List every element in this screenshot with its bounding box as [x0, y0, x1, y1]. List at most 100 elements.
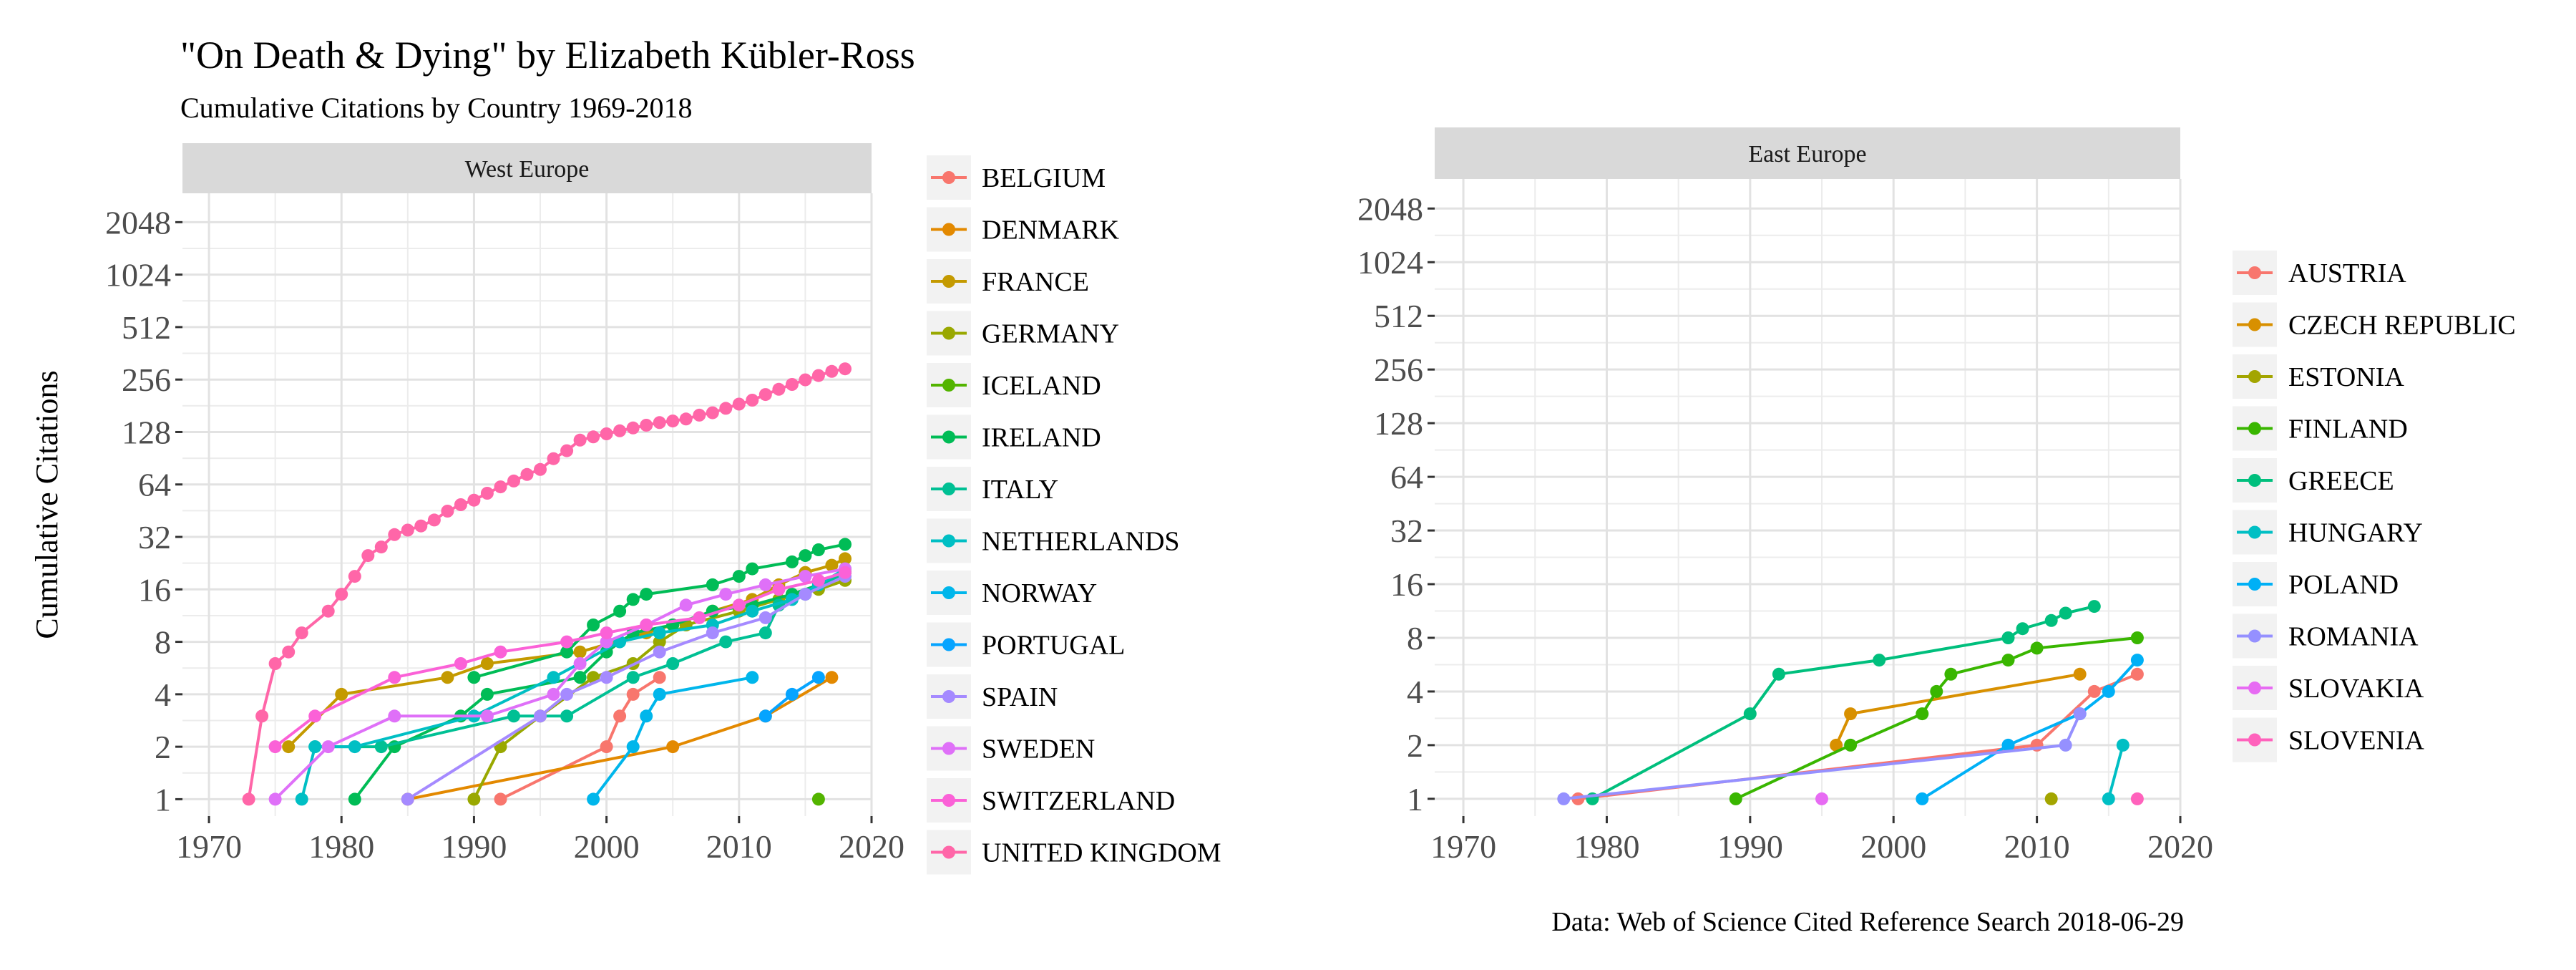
series-netherlands-point [746, 604, 759, 618]
legend-key-point [942, 742, 955, 755]
legend: AUSTRIA CZECH REPUBLIC ESTONIA FINLAND GREEC… [2233, 251, 2516, 762]
series-switzerland-point [454, 657, 467, 670]
legend-key-point [2248, 474, 2261, 487]
series-romania-point [2073, 707, 2087, 721]
legend-item: FINLAND [2233, 406, 2408, 451]
series-hungary [2102, 738, 2129, 805]
series-ireland-point [746, 562, 759, 576]
legend-item: GERMANY [927, 311, 1119, 356]
legend-key-point [2248, 422, 2261, 435]
x-tick-label: 1990 [1717, 828, 1783, 865]
series-belgium-point [653, 671, 666, 684]
series-france-point [480, 657, 494, 670]
series-switzerland-point [388, 671, 401, 684]
legend-label: SLOVAKIA [2288, 674, 2424, 704]
series-ireland-point [839, 538, 852, 551]
series-united-kingdom-point [825, 364, 839, 378]
legend-key-point [942, 482, 955, 495]
y-tick-label: 64 [138, 467, 171, 503]
legend-key-point [942, 430, 955, 444]
series-sweden-point [480, 709, 494, 723]
legend-key-point [2248, 525, 2261, 539]
series-spain-point [799, 588, 812, 601]
chart-title: "On Death & Dying" by Elizabeth Kübler-R… [180, 34, 915, 77]
series-united-kingdom-point [255, 709, 269, 723]
legend-item: BELGIUM [927, 155, 1106, 200]
series-group [242, 362, 852, 806]
legend-label: NETHERLANDS [982, 527, 1180, 557]
series-united-kingdom-point [388, 528, 401, 541]
legend-label: CZECH REPUBLIC [2288, 311, 2516, 341]
series-united-kingdom-point [613, 424, 627, 437]
series-united-kingdom-point [732, 397, 746, 411]
series-france-point [335, 687, 348, 701]
series-united-kingdom-point [401, 523, 414, 537]
legend-key-point [942, 534, 955, 548]
series-sweden-point [388, 709, 401, 723]
series-united-kingdom-point [587, 430, 600, 444]
series-switzerland-point [640, 619, 653, 631]
series-united-kingdom-point [626, 421, 640, 435]
facet-strip [1435, 127, 2180, 179]
legend-label: SWITZERLAND [982, 786, 1175, 816]
legend-label: ESTONIA [2288, 362, 2404, 392]
series-spain [401, 570, 852, 806]
series-switzerland-point [839, 566, 852, 579]
series-spain-point [706, 626, 719, 640]
x-tick-label: 1980 [308, 828, 374, 865]
series-denmark-point [825, 671, 839, 684]
series-ireland-point [467, 671, 481, 684]
series-greece-point [2044, 613, 2058, 627]
series-estonia [2044, 792, 2058, 805]
series-greece-point [2059, 606, 2072, 620]
series-slovakia-point [1815, 792, 1828, 805]
series-finland-point [2130, 631, 2144, 644]
series-switzerland-point [811, 573, 825, 587]
grid-minor [1435, 179, 2180, 816]
facet-strip-label: West Europe [465, 156, 590, 183]
series-italy-point [626, 671, 640, 684]
series-united-kingdom-point [282, 645, 296, 659]
series-united-kingdom-point [427, 513, 441, 527]
series-finland-point [1729, 792, 1742, 805]
axes: 1970 1980 1990 2000 2010 2020 1 2 4 8 16 32 64 128 256… [29, 204, 904, 865]
series-united-kingdom-point [547, 452, 560, 465]
series-italy-point [374, 740, 388, 754]
y-tick-label: 128 [1374, 405, 1423, 442]
series-italy-point [507, 709, 520, 723]
legend-key-point [942, 171, 955, 184]
legend-key-point [2248, 682, 2261, 694]
legend-item: ESTONIA [2233, 354, 2404, 399]
series-belgium-point [626, 687, 640, 701]
legend-item: AUSTRIA [2233, 251, 2406, 295]
legend-key-point [942, 379, 955, 392]
chart-caption: Data: Web of Science Cited Reference Sea… [1551, 907, 2184, 937]
y-tick-label: 16 [1390, 566, 1423, 603]
legend-item: ICELAND [927, 363, 1101, 407]
series-ireland-point [799, 549, 812, 563]
legend-key-point [2248, 370, 2261, 383]
legend-label: ROMANIA [2288, 622, 2419, 652]
series-switzerland-point [494, 645, 507, 659]
series-united-kingdom-point [348, 570, 361, 583]
series-netherlands-point [547, 671, 560, 684]
legend-label: HUNGARY [2288, 518, 2423, 548]
series-united-kingdom-point [560, 444, 574, 457]
series-united-kingdom-point [480, 487, 494, 500]
series-belgium-point [600, 740, 613, 754]
series-italy-point [560, 709, 574, 723]
series-iceland [811, 792, 825, 806]
series-greece-point [1873, 654, 1886, 667]
series-slovakia [1815, 792, 1828, 805]
series-ireland-point [706, 578, 719, 591]
series-norway-point [653, 687, 666, 701]
y-tick-label: 32 [138, 519, 171, 556]
series-italy-point [719, 635, 733, 649]
series-iceland-point [811, 792, 825, 806]
series-norway-point [626, 740, 640, 754]
series-portugal [758, 671, 825, 723]
series-united-kingdom-point [811, 369, 825, 382]
y-tick-label: 1024 [1357, 244, 1423, 281]
legend-item: POLAND [2233, 562, 2399, 606]
